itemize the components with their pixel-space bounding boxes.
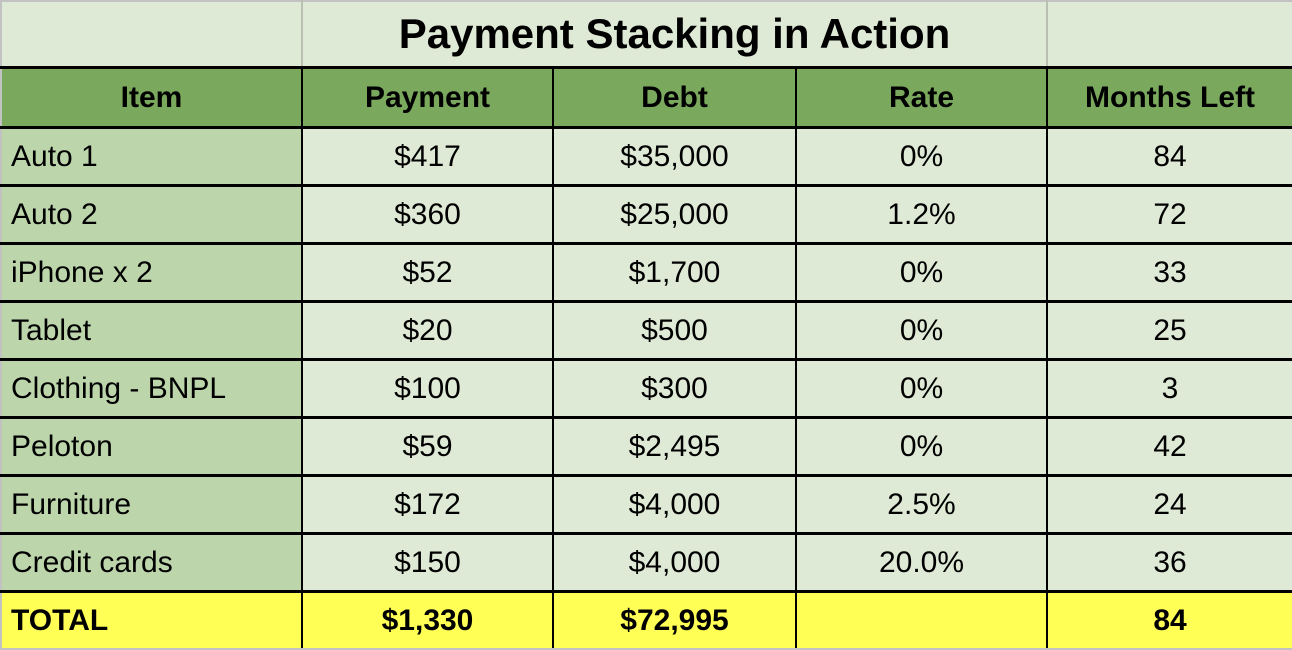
column-header-months-left[interactable]: Months Left [1046,66,1292,129]
rate-cell[interactable]: 0% [795,358,1048,419]
payment-cell[interactable]: $20 [301,300,554,361]
item-cell[interactable]: Auto 2 [0,184,303,245]
column-header-rate[interactable]: Rate [795,66,1048,129]
months-left-cell[interactable]: 72 [1046,184,1292,245]
payment-cell[interactable]: $360 [301,184,554,245]
table-title[interactable]: Payment Stacking in Action [302,0,1048,68]
total-row: TOTAL $1,330 $72,995 84 [0,590,1292,650]
debt-cell[interactable]: $2,495 [552,416,797,477]
column-header-item[interactable]: Item [0,66,303,129]
item-cell[interactable]: Tablet [0,300,303,361]
table-row-tablet: Tablet $20 $500 0% 25 [0,300,1292,361]
column-header-debt[interactable]: Debt [552,66,797,129]
item-cell[interactable]: Credit cards [0,532,303,593]
rate-cell[interactable]: 0% [795,126,1048,187]
rate-cell[interactable]: 1.2% [795,184,1048,245]
item-cell[interactable]: Auto 1 [0,126,303,187]
months-left-cell[interactable]: 25 [1046,300,1292,361]
total-label-cell[interactable]: TOTAL [0,590,303,650]
months-left-cell[interactable]: 42 [1046,416,1292,477]
debt-cell[interactable]: $1,700 [552,242,797,303]
payment-cell[interactable]: $172 [301,474,554,535]
table-row-peloton: Peloton $59 $2,495 0% 42 [0,416,1292,477]
table-row-auto-1: Auto 1 $417 $35,000 0% 84 [0,126,1292,187]
debt-cell[interactable]: $25,000 [552,184,797,245]
debt-cell[interactable]: $300 [552,358,797,419]
debt-cell[interactable]: $4,000 [552,532,797,593]
payment-cell[interactable]: $150 [301,532,554,593]
total-rate-cell[interactable] [795,590,1048,650]
item-cell[interactable]: Clothing - BNPL [0,358,303,419]
table-row-credit-cards: Credit cards $150 $4,000 20.0% 36 [0,532,1292,593]
months-left-cell[interactable]: 84 [1046,126,1292,187]
column-header-payment[interactable]: Payment [301,66,554,129]
header-row: Item Payment Debt Rate Months Left [0,66,1292,129]
rate-cell[interactable]: 20.0% [795,532,1048,593]
total-debt-cell[interactable]: $72,995 [552,590,797,650]
debt-cell[interactable]: $35,000 [552,126,797,187]
table-row-furniture: Furniture $172 $4,000 2.5% 24 [0,474,1292,535]
total-payment-cell[interactable]: $1,330 [301,590,554,650]
empty-cell-top-left[interactable] [0,0,303,68]
payment-cell[interactable]: $59 [301,416,554,477]
payment-cell[interactable]: $100 [301,358,554,419]
item-cell[interactable]: Furniture [0,474,303,535]
payment-cell[interactable]: $417 [301,126,554,187]
payment-cell[interactable]: $52 [301,242,554,303]
table-row-auto-2: Auto 2 $360 $25,000 1.2% 72 [0,184,1292,245]
debt-cell[interactable]: $500 [552,300,797,361]
debt-cell[interactable]: $4,000 [552,474,797,535]
rate-cell[interactable]: 0% [795,416,1048,477]
months-left-cell[interactable]: 24 [1046,474,1292,535]
item-cell[interactable]: iPhone x 2 [0,242,303,303]
table-row-clothing-bnpl: Clothing - BNPL $100 $300 0% 3 [0,358,1292,419]
rate-cell[interactable]: 0% [795,300,1048,361]
total-months-left-cell[interactable]: 84 [1046,590,1292,650]
months-left-cell[interactable]: 36 [1046,532,1292,593]
months-left-cell[interactable]: 33 [1046,242,1292,303]
months-left-cell[interactable]: 3 [1046,358,1292,419]
rate-cell[interactable]: 2.5% [795,474,1048,535]
empty-cell-top-right[interactable] [1047,0,1292,68]
item-cell[interactable]: Peloton [0,416,303,477]
title-row: Payment Stacking in Action [0,0,1292,68]
table-row-iphone: iPhone x 2 $52 $1,700 0% 33 [0,242,1292,303]
rate-cell[interactable]: 0% [795,242,1048,303]
